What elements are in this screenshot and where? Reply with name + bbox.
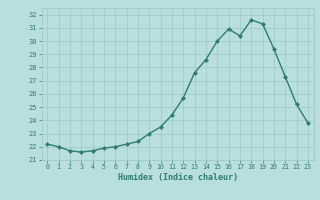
X-axis label: Humidex (Indice chaleur): Humidex (Indice chaleur): [118, 173, 237, 182]
